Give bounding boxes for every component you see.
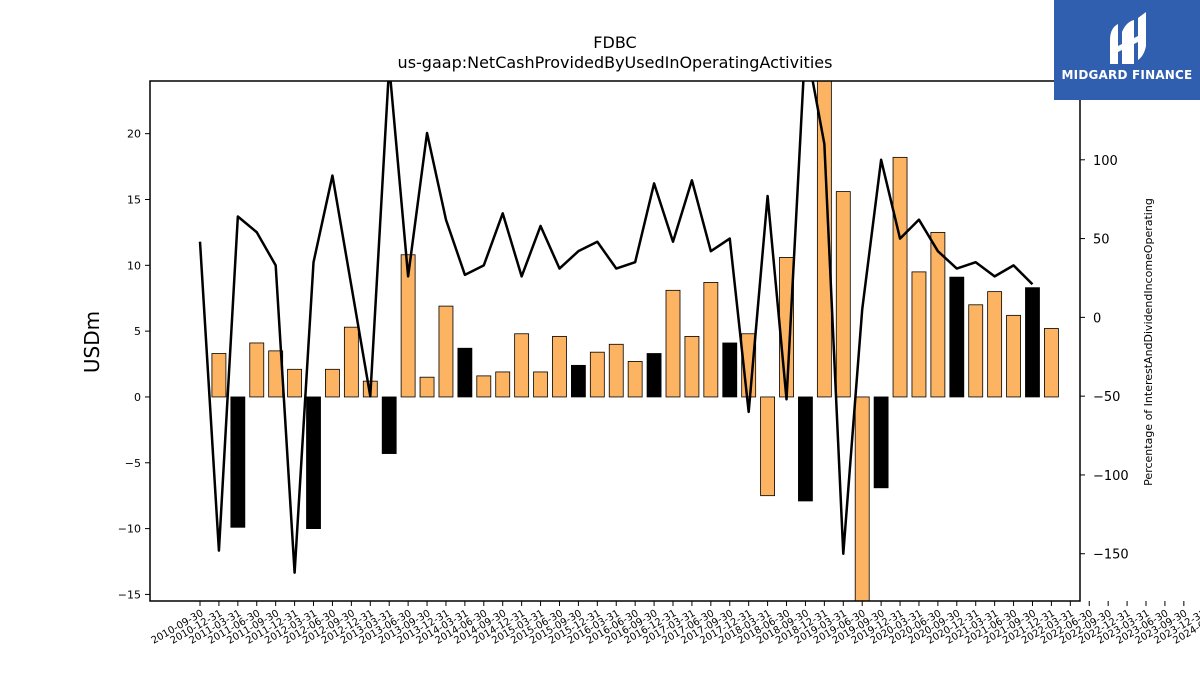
y2-tick-label: 50 [1093,233,1110,248]
bar-5 [306,396,321,530]
bar-6 [325,368,340,398]
bar-24 [665,289,681,398]
y2-tick-label: −100 [1093,469,1129,484]
bar-25 [684,335,700,398]
bar-35 [873,396,889,489]
bar-44 [1044,328,1059,398]
bar-19 [571,364,586,398]
mf-monogram-icon [1104,10,1150,72]
bar-0 [211,353,227,398]
bar-20 [589,351,605,398]
bar-10 [400,254,416,398]
bar-22 [627,361,643,398]
brand-logo: MIDGARD FINANCE [1054,0,1200,100]
y2-tick-label: −150 [1093,548,1129,563]
bar-43 [1025,287,1040,398]
y-axis-label: USDm [80,311,104,373]
brand-name: MIDGARD FINANCE [1061,68,1193,82]
bar-14 [476,375,492,398]
y-tick-label: 5 [134,325,141,338]
y-tick-label: −10 [118,523,141,536]
y2-tick-label: 100 [1093,154,1118,169]
bar-26 [703,282,719,398]
bar-42 [1006,314,1021,398]
bar-15 [495,371,511,398]
bar-17 [533,371,548,398]
bar-9 [381,396,397,454]
bar-36 [892,156,908,398]
y2-axis-label: Percentage of InterestAndDividendIncomeO… [1142,198,1155,486]
bar-23 [646,353,662,398]
bar-18 [552,335,567,398]
interest-percentage-line [198,81,1034,574]
bar-39 [949,276,965,398]
plot-area [198,81,1059,601]
bar-37 [911,271,927,398]
y-tick-label: 0 [134,391,141,404]
y-tick-label: 10 [127,259,141,272]
bar-2 [249,342,265,398]
y2-tick-label: 0 [1093,311,1101,326]
bar-34 [854,396,870,601]
bar-1 [230,396,246,528]
y2-tick-label: −50 [1093,390,1120,405]
bar-41 [987,291,1003,398]
y-tick-label: −5 [125,457,141,470]
y-tick-label: −15 [118,588,141,601]
bar-40 [968,304,984,398]
bar-12 [438,305,454,398]
bar-31 [798,396,813,502]
bar-4 [287,368,303,398]
chart-title: FDBC [593,33,636,52]
bar-11 [419,376,435,398]
bar-21 [608,343,624,398]
bar-16 [514,333,530,398]
y-tick-label: 15 [127,193,141,206]
y-tick-label: 20 [127,128,141,141]
bar-38 [930,231,946,398]
plot-frame [149,80,1081,602]
bar-13 [457,347,473,398]
bar-29 [760,396,775,497]
bar-7 [343,326,359,398]
chart-subtitle: us-gaap:NetCashProvidedByUsedInOperating… [398,53,833,72]
bar-32 [816,81,832,398]
bar-27 [722,342,738,398]
bar-33 [835,191,851,398]
